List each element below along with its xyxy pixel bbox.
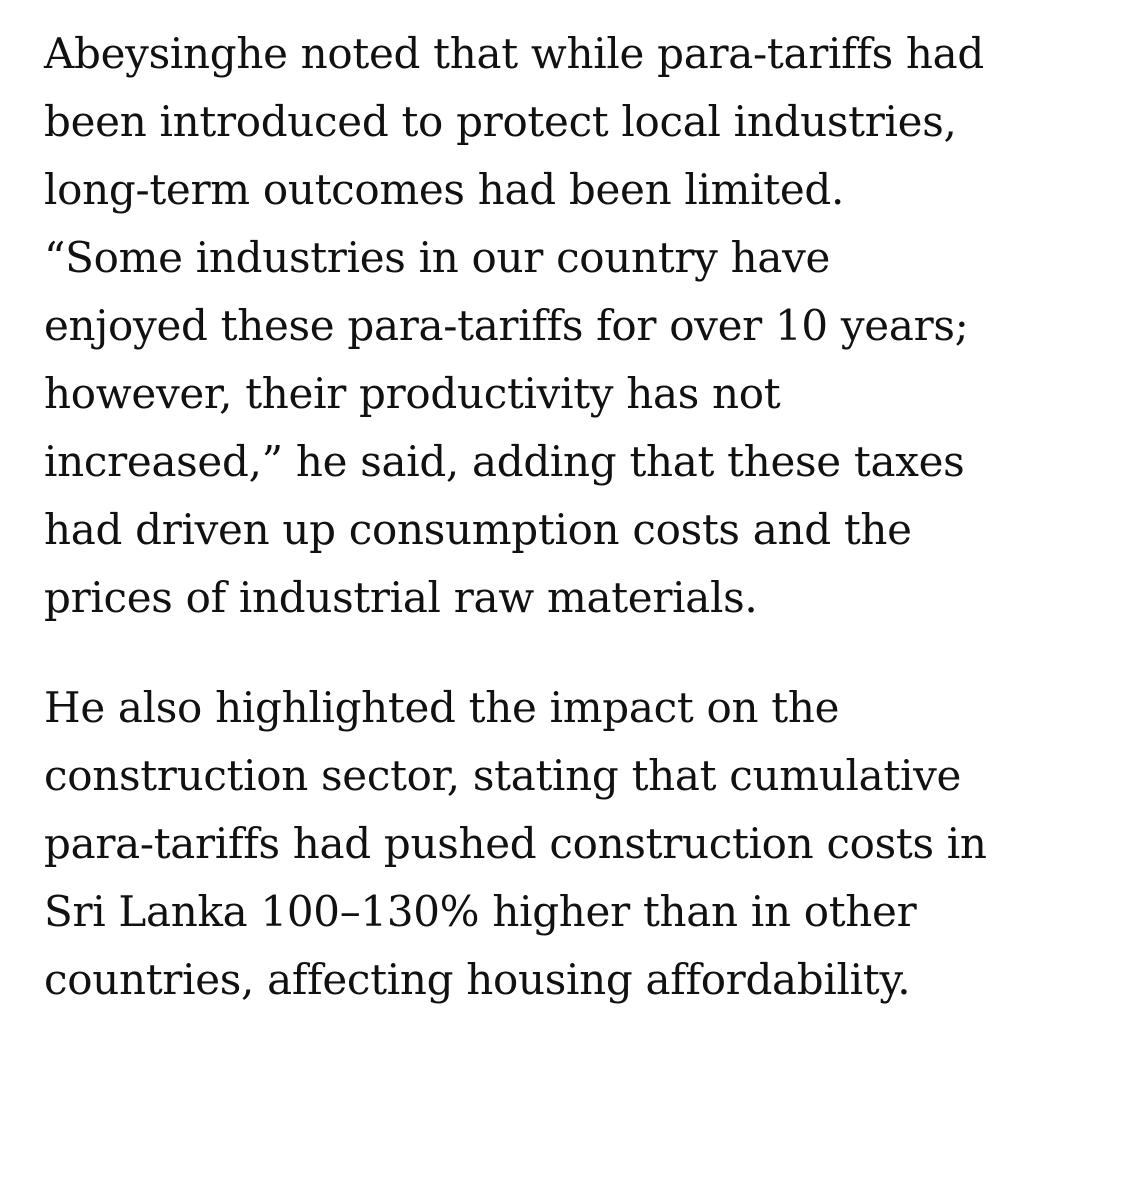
text-line: had driven up consumption costs and the bbox=[44, 505, 912, 554]
text-line: para-tariffs had pushed construction cos… bbox=[44, 819, 987, 868]
article-body: Abeysinghe noted that while para-tariffs… bbox=[44, 20, 1104, 1014]
text-line: Abeysinghe noted that while para-tariffs… bbox=[44, 29, 984, 78]
text-line: Sri Lanka 100–130% higher than in other bbox=[44, 887, 917, 936]
text-line: increased,” he said, adding that these t… bbox=[44, 437, 965, 486]
text-line: prices of industrial raw materials. bbox=[44, 573, 758, 622]
text-line: however, their productivity has not bbox=[44, 369, 781, 418]
paragraph-1: Abeysinghe noted that while para-tariffs… bbox=[44, 20, 1104, 632]
text-line: countries, affecting housing affordabili… bbox=[44, 955, 911, 1004]
text-line: “Some industries in our country have bbox=[44, 233, 831, 282]
text-line: construction sector, stating that cumula… bbox=[44, 751, 962, 800]
text-line: been introduced to protect local industr… bbox=[44, 97, 957, 146]
paragraph-2: He also highlighted the impact on the co… bbox=[44, 674, 1104, 1014]
text-line: He also highlighted the impact on the bbox=[44, 683, 840, 732]
text-line: enjoyed these para-tariffs for over 10 y… bbox=[44, 301, 969, 350]
text-line: long-term outcomes had been limited. bbox=[44, 165, 845, 214]
